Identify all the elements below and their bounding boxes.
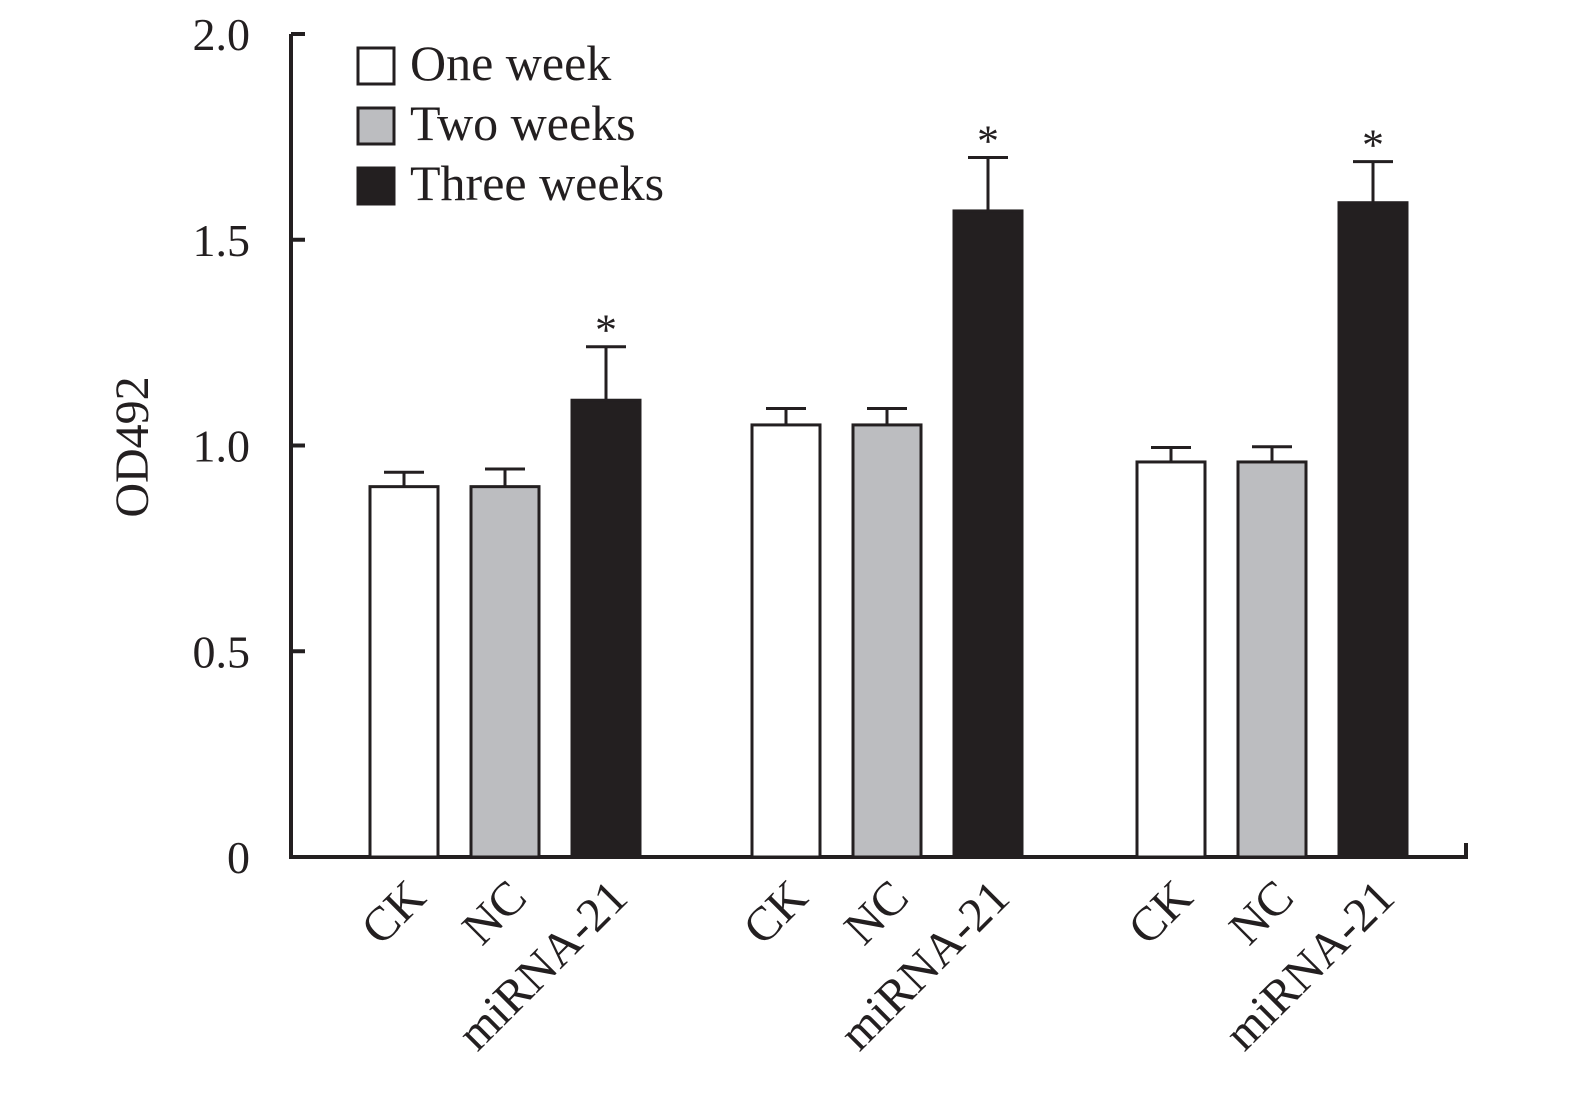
legend-label: One week — [410, 35, 611, 91]
bar — [851, 423, 923, 859]
legend-swatch — [356, 166, 396, 206]
significance-marker: * — [595, 306, 617, 355]
y-tick-label: 2.0 — [193, 9, 251, 60]
category-label: NC — [452, 870, 537, 955]
bar — [570, 398, 642, 859]
legend-item: Two weeks — [356, 95, 636, 151]
category-label: CK — [733, 870, 818, 955]
bar — [1337, 201, 1409, 859]
bar — [750, 423, 822, 859]
bar — [368, 485, 440, 859]
y-tick-label: 0.5 — [193, 626, 251, 677]
bar-group: CK NC*miRNA-21 — [351, 306, 642, 1061]
bar-group: CK NC*miRNA-21 — [733, 116, 1024, 1061]
bars: CK NC*miRNA-21 CK NC*miRNA-21 CK NC*miRNA-21 — [351, 116, 1409, 1061]
bar-group: CK NC*miRNA-21 — [1118, 121, 1409, 1061]
bar — [469, 485, 541, 859]
category-label: NC — [834, 870, 919, 955]
bar — [1236, 460, 1308, 859]
legend-swatch — [356, 46, 396, 86]
category-label: CK — [1118, 870, 1203, 955]
significance-marker: * — [977, 116, 999, 165]
significance-marker: * — [1362, 121, 1384, 170]
y-tick-label: 1.0 — [193, 421, 251, 472]
bar — [1135, 460, 1207, 859]
legend-label: Three weeks — [410, 155, 664, 211]
bar — [952, 209, 1024, 859]
category-label: NC — [1219, 870, 1304, 955]
legend-item: Three weeks — [356, 155, 664, 211]
legend-label: Two weeks — [410, 95, 636, 151]
y-axis-label: OD492 — [106, 376, 159, 517]
y-tick-label: 1.5 — [193, 215, 251, 266]
category-label: CK — [351, 870, 436, 955]
y-tick-label: 0 — [227, 832, 250, 883]
legend-item: One week — [356, 35, 611, 91]
legend-swatch — [356, 106, 396, 146]
